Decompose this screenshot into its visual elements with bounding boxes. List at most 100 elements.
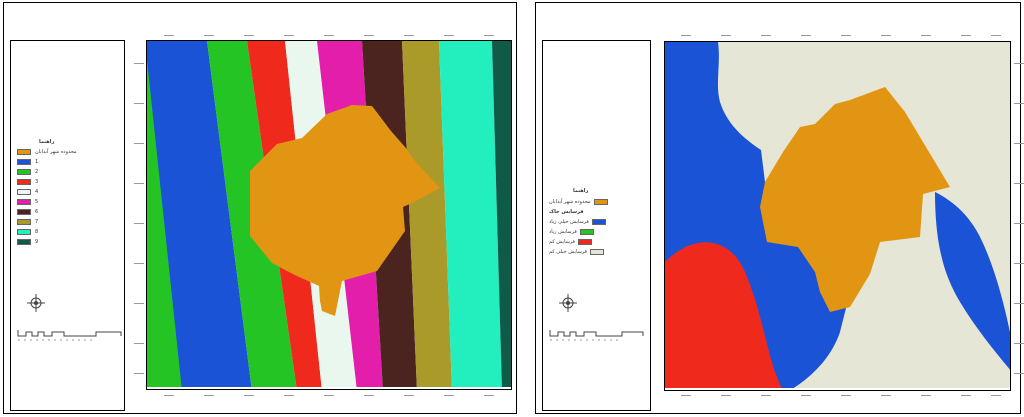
- legend-swatch: [17, 169, 31, 175]
- legend-item: فرسایش کم: [549, 239, 592, 245]
- left-map-canvas: [147, 41, 511, 389]
- coordinate-tick: [364, 395, 374, 396]
- coordinate-tick: [134, 143, 144, 144]
- coordinate-tick: [1014, 63, 1024, 64]
- low-erosion-red-zone: [665, 242, 783, 390]
- coordinate-tick: [801, 395, 811, 396]
- city-boundary-left: [250, 105, 440, 316]
- legend-label: فرسایش خاک: [549, 209, 584, 215]
- coordinate-tick: [921, 35, 931, 36]
- coordinate-tick: [1014, 303, 1024, 304]
- coordinate-tick: [1014, 263, 1024, 264]
- legend-swatch: [17, 149, 31, 155]
- legend-swatch: [17, 219, 31, 225]
- legend-label: محدوده شهر آبدانان: [35, 149, 77, 155]
- coordinate-tick: [444, 395, 454, 396]
- city-boundary-right: [760, 87, 950, 312]
- coordinate-tick: [681, 35, 691, 36]
- legend-item: 7: [17, 219, 38, 225]
- legend-swatch: [577, 239, 592, 245]
- coordinate-tick: [134, 373, 144, 374]
- left-map-panel: راهنما محدوده شهر آبدانان 1 2 3 4 5 6 7 8 9: [3, 2, 517, 414]
- coordinate-tick: [1014, 223, 1024, 224]
- coordinate-tick: [801, 35, 811, 36]
- very-high-erosion-zone-east: [935, 192, 1010, 370]
- coordinate-tick: [164, 35, 174, 36]
- coordinate-tick: [881, 35, 891, 36]
- coordinate-tick: [1014, 343, 1024, 344]
- coordinate-tick: [134, 223, 144, 224]
- coordinate-tick: [284, 395, 294, 396]
- legend-label: 7: [35, 219, 39, 225]
- legend-swatch: [17, 159, 31, 165]
- coordinate-tick: [134, 343, 144, 344]
- coordinate-tick: [404, 35, 414, 36]
- legend-item: 1: [17, 159, 38, 165]
- right-legend: راهنما محدوده شهر آبدانان فرسایش خاک فرسای…: [542, 40, 651, 411]
- coordinate-tick: [991, 35, 1001, 36]
- coordinate-tick: [961, 35, 971, 36]
- coordinate-tick: [134, 263, 144, 264]
- legend-swatch: [17, 209, 31, 215]
- coordinate-tick: [164, 395, 174, 396]
- coordinate-tick: [881, 395, 891, 396]
- legend-label: محدوده شهر آبدانان: [549, 199, 591, 205]
- right-map-frame: [664, 41, 1011, 391]
- legend-swatch: [593, 199, 608, 205]
- scale-bar: [549, 330, 644, 341]
- legend-swatch: [589, 249, 604, 255]
- zone-band-7: [402, 41, 452, 389]
- legend-swatch: [17, 239, 31, 245]
- left-map-frame: [146, 40, 512, 390]
- legend-item: محدوده شهر آبدانان: [549, 199, 608, 205]
- legend-label: فرسایش خیلی کم: [549, 249, 587, 255]
- legend-label: 5: [35, 199, 39, 205]
- legend-label: 1: [35, 159, 39, 165]
- legend-item: فرسایش خیلی کم: [549, 249, 604, 255]
- legend-swatch: [17, 199, 31, 205]
- right-legend-title: راهنما: [573, 188, 589, 194]
- coordinate-tick: [444, 35, 454, 36]
- north-arrow-icon: [27, 294, 45, 312]
- coordinate-tick: [921, 395, 931, 396]
- coordinate-tick: [244, 35, 254, 36]
- legend-swatch: [17, 229, 31, 235]
- coordinate-tick: [244, 395, 254, 396]
- legend-label: 8: [35, 229, 39, 235]
- coordinate-tick: [134, 103, 144, 104]
- coordinate-tick: [484, 395, 494, 396]
- coordinate-tick: [761, 35, 771, 36]
- coordinate-tick: [324, 35, 334, 36]
- coordinate-tick: [841, 35, 851, 36]
- coordinate-tick: [204, 395, 214, 396]
- legend-label: 3: [35, 179, 39, 185]
- coordinate-tick: [721, 395, 731, 396]
- left-legend-title: راهنما: [39, 139, 55, 145]
- coordinate-tick: [841, 395, 851, 396]
- legend-label: 9: [35, 239, 39, 245]
- legend-swatch: [579, 229, 594, 235]
- coordinate-tick: [1014, 143, 1024, 144]
- legend-swatch: [591, 219, 606, 225]
- legend-item: محدوده شهر آبدانان: [17, 149, 77, 155]
- coordinate-tick: [204, 35, 214, 36]
- right-map-panel: راهنما محدوده شهر آبدانان فرسایش خاک فرسای…: [535, 2, 1024, 414]
- coordinate-tick: [404, 395, 414, 396]
- legend-label: فرسایش کم: [549, 239, 575, 245]
- legend-swatch: [17, 189, 31, 195]
- legend-item: 6: [17, 209, 38, 215]
- coordinate-tick: [284, 35, 294, 36]
- coordinate-tick: [364, 35, 374, 36]
- coordinate-tick: [761, 395, 771, 396]
- legend-label: 4: [35, 189, 39, 195]
- coordinate-tick: [961, 395, 971, 396]
- left-legend: راهنما محدوده شهر آبدانان 1 2 3 4 5 6 7 8 9: [10, 40, 125, 411]
- coordinate-tick: [1014, 183, 1024, 184]
- coordinate-tick: [134, 303, 144, 304]
- legend-label: 6: [35, 209, 39, 215]
- legend-swatch: [17, 179, 31, 185]
- legend-label: فرسایش خیلی زیاد: [549, 219, 589, 225]
- coordinate-tick: [1014, 373, 1024, 374]
- zone-band-1: [147, 41, 252, 389]
- legend-item: 3: [17, 179, 38, 185]
